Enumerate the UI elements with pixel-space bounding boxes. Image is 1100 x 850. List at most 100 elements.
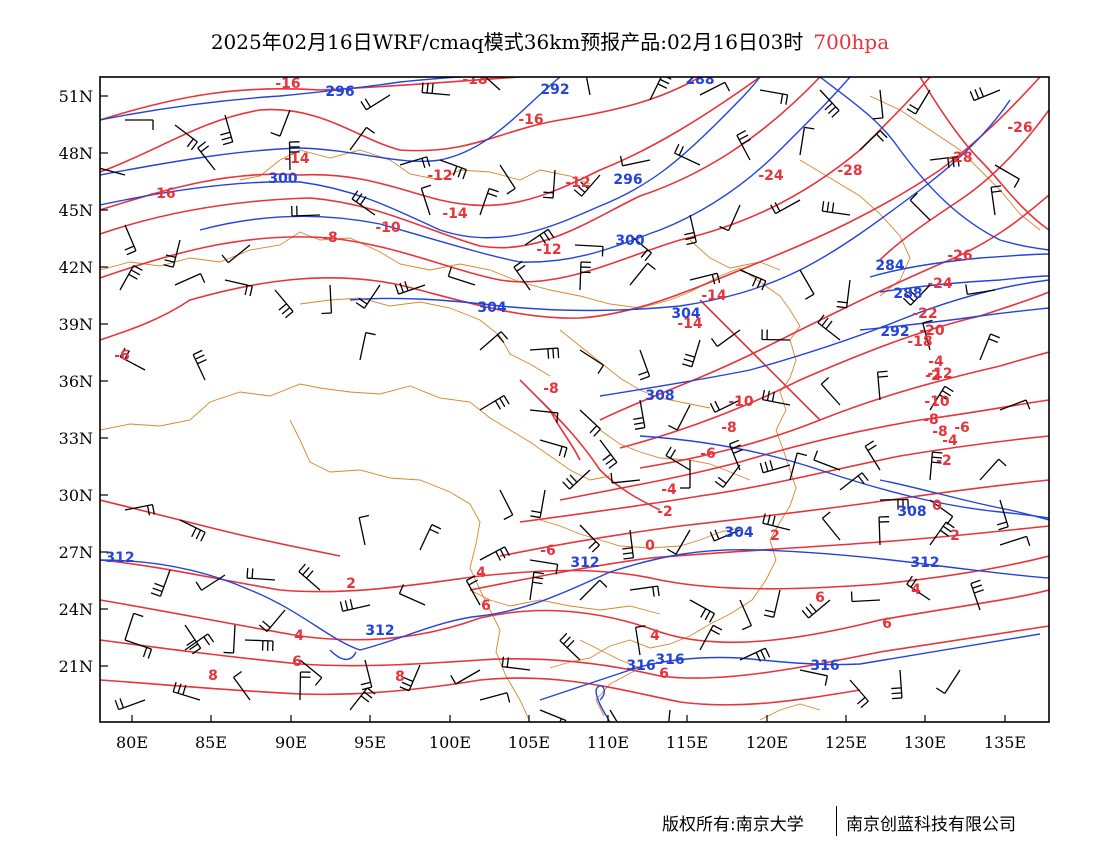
temperature-label: -14 [442, 206, 468, 222]
height-label: 312 [105, 550, 134, 566]
temperature-label: 6 [292, 654, 302, 670]
wind-barb [719, 204, 741, 232]
temperature-label: -2 [925, 368, 941, 384]
wind-barb [114, 698, 146, 711]
temperature-label: -10 [924, 394, 950, 410]
temperature-label: -24 [758, 168, 784, 184]
wind-barb [689, 272, 721, 285]
temperature-label: -22 [912, 306, 937, 322]
temperature-isoline [100, 77, 521, 121]
geopotential-isoline [595, 685, 611, 722]
height-label: 288 [893, 286, 922, 302]
temperature-label: -4 [661, 482, 677, 498]
wind-barb [499, 489, 514, 521]
height-label: 308 [645, 388, 674, 404]
wind-barb [192, 349, 207, 381]
wind-barb [529, 571, 544, 601]
wind-barb [579, 349, 605, 374]
geopotential-isoline [349, 99, 1011, 312]
wind-barb [399, 664, 421, 692]
wind-barb [872, 89, 884, 120]
wind-barb [479, 546, 510, 561]
wind-barb [349, 687, 376, 711]
wind-barb [359, 331, 376, 361]
geopotential-isoline [639, 435, 1049, 519]
wind-barb [529, 409, 559, 423]
temperature-label: -24 [927, 276, 953, 292]
wind-barb [539, 709, 567, 722]
wind-barb [801, 599, 831, 619]
wind-barb [233, 670, 251, 701]
wind-barb [484, 77, 501, 91]
title-main: 2025年02月16日WRF/cmaq模式36km预报产品:02月16日03时 [210, 30, 804, 54]
wind-barb [710, 329, 741, 347]
wind-barb [562, 469, 591, 490]
geopotential-isoline [879, 275, 1049, 293]
wind-barb [579, 524, 600, 553]
temperature-label: -20 [919, 323, 945, 339]
wind-barb [124, 612, 144, 641]
wind-barb [479, 395, 510, 411]
height-label: 288 [685, 72, 714, 88]
wind-barb [821, 201, 851, 216]
lat-tick-label: 33N [59, 429, 93, 448]
wind-barb [929, 385, 954, 411]
height-label: 308 [897, 504, 926, 520]
wind-barb [539, 439, 568, 458]
wind-barb [174, 124, 198, 151]
lon-tick-label: 115E [666, 733, 708, 752]
height-label: 292 [880, 324, 909, 340]
copyright-company: 南京创蓝科技有限公司 [846, 815, 1016, 835]
wind-barb [922, 319, 933, 351]
wind-barb [124, 224, 137, 256]
geopotential-isoline [100, 77, 561, 176]
geopotential-isoline [879, 479, 1049, 521]
lat-tick-label: 24N [59, 600, 93, 619]
wind-barb [421, 82, 451, 96]
wind-barb [789, 452, 808, 481]
wind-barb [629, 234, 652, 262]
wind-barb [579, 261, 591, 291]
temperature-isoline [499, 479, 1049, 557]
temperature-isoline [100, 77, 1041, 341]
temperature-label: 0 [645, 538, 655, 554]
temperature-isoline [100, 77, 821, 249]
temperature-label: -14 [284, 151, 310, 167]
wind-barb [339, 599, 371, 612]
wind-barb [439, 159, 467, 180]
wind-barb [689, 599, 716, 623]
height-label: 300 [615, 233, 644, 249]
chart-title: 2025年02月16日WRF/cmaq模式36km预报产品:02月16日03时 7… [0, 26, 1100, 55]
temperature-label: -10 [375, 220, 401, 236]
wind-barb [813, 450, 841, 471]
wind-barb [291, 205, 321, 217]
wind-barb [759, 460, 791, 474]
lon-tick-label: 105E [508, 733, 550, 752]
wind-barb [499, 164, 516, 195]
wind-barb [929, 451, 943, 481]
wind-barb [761, 329, 791, 341]
wind-barb [125, 119, 154, 130]
temperature-isolines [100, 77, 1049, 706]
wind-barb [479, 692, 511, 703]
wind-barb [994, 164, 1020, 188]
wind-barb [674, 143, 701, 166]
wind-barb [859, 130, 888, 151]
lat-tick-label: 48N [59, 144, 93, 163]
wind-barb [524, 228, 555, 246]
temperature-label: -2 [657, 504, 673, 520]
wind-barb [763, 589, 781, 618]
temperature-isoline [619, 291, 1049, 449]
wind-barb [299, 671, 311, 701]
temperature-label: -6 [114, 348, 130, 364]
wind-barb [288, 141, 300, 171]
wind-barb [529, 559, 559, 575]
lat-tick-label: 36N [59, 372, 93, 391]
geopotential-isoline [819, 77, 1049, 251]
wind-barb [684, 214, 697, 246]
wind-barb [680, 460, 691, 489]
temperature-label: -8 [923, 412, 939, 428]
wind-barb [699, 624, 723, 651]
temperature-label: -4 [928, 354, 944, 370]
temperature-label: 2 [950, 528, 960, 544]
